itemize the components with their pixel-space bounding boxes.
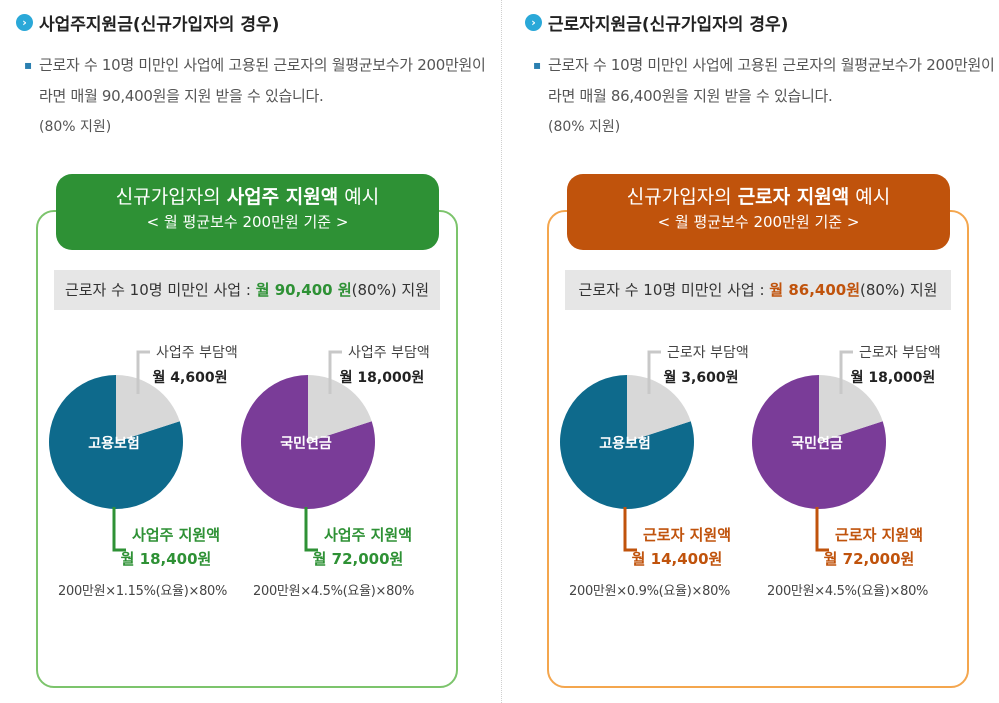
burden-amount: 월 3,600원 (664, 369, 739, 386)
pie-slice-burden (308, 375, 372, 442)
pie-center-label: 국민연금 (791, 435, 843, 452)
support-amount: 월 18,400원 (121, 550, 212, 568)
banner-subtitle: < 월 평균보수 200만원 기준 > (146, 213, 349, 231)
support-summary-bar: 근로자 수 10명 미만인 사업 : 월 86,400원(80%) 지원 (565, 270, 951, 310)
description-text: 근로자 수 10명 미만인 사업에 고용된 근로자의 월평균보수가 200만원이… (548, 56, 995, 105)
banner-suffix: 예시 (338, 186, 380, 208)
support-label: 근로자 지원액 (835, 526, 923, 544)
summary-prefix: 근로자 수 10명 미만인 사업 : (64, 281, 256, 299)
support-leader-line (623, 507, 637, 552)
support-amount: 월 14,400원 (632, 550, 723, 568)
support-leader-line (815, 507, 829, 552)
chevron-right-icon: › (16, 14, 33, 31)
burden-leader-line (328, 350, 342, 394)
chevron-right-icon: › (525, 14, 542, 31)
section-description: ▪ 근로자 수 10명 미만인 사업에 고용된 근로자의 월평균보수가 200만… (533, 50, 995, 143)
burden-leader-line (136, 350, 150, 394)
pie-slice-support (48, 375, 183, 509)
burden-amount: 월 18,000원 (851, 369, 936, 386)
summary-amount: 월 86,400원 (769, 281, 861, 299)
support-label: 사업주 지원액 (132, 526, 220, 544)
section-heading: › 사업주지원금(신규가입자의 경우) (16, 10, 279, 35)
banner-bold: 사업주 지원액 (226, 186, 339, 208)
burden-label: 근로자 부담액 (859, 345, 941, 361)
banner-prefix: 신규가입자의 (626, 186, 738, 208)
square-bullet-icon: ▪ (533, 58, 542, 72)
support-leader-line (304, 507, 318, 552)
formula-national-pension: 200만원×4.5%(요율)×80% (253, 584, 415, 599)
support-summary-bar: 근로자 수 10명 미만인 사업 : 월 90,400 원(80%) 지원 (54, 270, 440, 310)
banner-suffix: 예시 (849, 186, 891, 208)
burden-leader-line (839, 350, 853, 394)
burden-leader-line (647, 350, 661, 394)
banner-subtitle: < 월 평균보수 200만원 기준 > (657, 213, 860, 231)
formula-employment-insurance: 200만원×0.9%(요율)×80% (569, 584, 731, 599)
worker-subsidy-section: › 근로자지원금(신규가입자의 경우) ▪ 근로자 수 10명 미만인 사업에 … (501, 0, 999, 703)
summary-suffix: (80%) 지원 (351, 281, 430, 299)
pie-center-label: 고용보험 (599, 435, 651, 452)
support-amount: 월 72,000원 (313, 550, 404, 568)
section-title: 사업주지원금(신규가입자의 경우) (39, 15, 280, 35)
pie-center-label: 국민연금 (280, 435, 332, 452)
burden-amount: 월 18,000원 (340, 369, 425, 386)
employer-subsidy-section: › 사업주지원금(신규가입자의 경우) ▪ 근로자 수 10명 미만인 사업에 … (16, 10, 494, 688)
description-percent: (80% 지원) (548, 119, 621, 135)
support-label: 근로자 지원액 (643, 526, 731, 544)
burden-label: 사업주 부담액 (348, 345, 430, 361)
support-label: 사업주 지원액 (324, 526, 412, 544)
banner-prefix: 신규가입자의 (115, 186, 227, 208)
formula-employment-insurance: 200만원×1.15%(요율)×80% (58, 584, 228, 599)
banner-bold: 근로자 지원액 (737, 186, 850, 208)
summary-prefix: 근로자 수 10명 미만인 사업 : (578, 281, 770, 299)
pie-slice-burden (819, 375, 883, 442)
burden-amount: 월 4,600원 (153, 369, 228, 386)
burden-label: 사업주 부담액 (156, 345, 238, 361)
example-banner: 신규가입자의 근로자 지원액 예시 < 월 평균보수 200만원 기준 > (567, 174, 950, 250)
formula-national-pension: 200만원×4.5%(요율)×80% (767, 584, 929, 599)
burden-label: 근로자 부담액 (667, 345, 749, 361)
example-banner: 신규가입자의 사업주 지원액 예시 < 월 평균보수 200만원 기준 > (56, 174, 439, 250)
section-title: 근로자지원금(신규가입자의 경우) (548, 15, 789, 35)
summary-amount: 월 90,400 원 (255, 281, 352, 299)
pie-center-label: 고용보험 (88, 435, 140, 452)
section-description: ▪ 근로자 수 10명 미만인 사업에 고용된 근로자의 월평균보수가 200만… (24, 50, 494, 143)
support-amount: 월 72,000원 (824, 550, 915, 568)
pie-slice-burden (116, 375, 180, 442)
description-percent: (80% 지원) (39, 119, 112, 135)
description-text: 근로자 수 10명 미만인 사업에 고용된 근로자의 월평균보수가 200만원이… (39, 56, 486, 105)
column-divider (501, 0, 502, 703)
support-leader-line (112, 507, 126, 552)
square-bullet-icon: ▪ (24, 58, 33, 72)
summary-suffix: (80%) 지원 (860, 281, 938, 299)
pie-slice-burden (627, 375, 691, 442)
section-heading: › 근로자지원금(신규가입자의 경우) (525, 10, 788, 35)
